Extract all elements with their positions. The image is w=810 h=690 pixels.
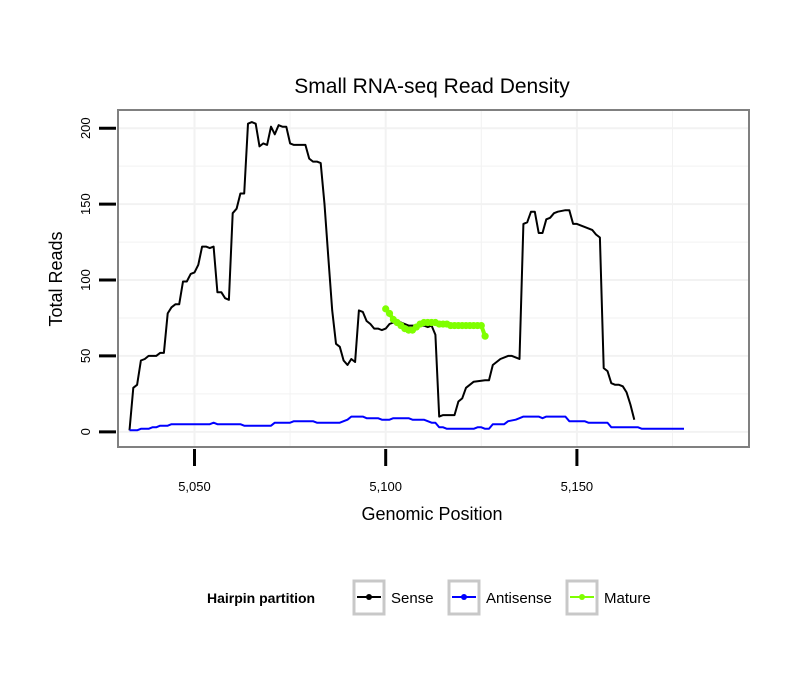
y-tick-label: 100 xyxy=(78,269,93,291)
legend-item-sense: Sense xyxy=(352,579,434,616)
chart-title: Small RNA-seq Read Density xyxy=(294,75,570,98)
legend-point-mature xyxy=(579,594,585,600)
data-point-mature xyxy=(385,309,394,318)
legend-label-sense: Sense xyxy=(391,590,434,607)
legend-item-mature: Mature xyxy=(565,579,651,616)
legend-point-antisense xyxy=(461,594,467,600)
y-axis-title: Total Reads xyxy=(46,231,66,326)
x-axis-title: Genomic Position xyxy=(361,504,502,524)
x-tick-label: 5,150 xyxy=(561,479,594,494)
legend-point-sense xyxy=(366,594,372,600)
legend-title: Hairpin partition xyxy=(207,590,315,606)
series-line-antisense xyxy=(129,415,684,432)
series-line-sense xyxy=(128,121,636,431)
legend-label-antisense: Antisense xyxy=(486,590,552,607)
y-axis: 0 50 100 150 200 xyxy=(78,117,116,435)
series-layer xyxy=(128,121,684,432)
x-axis: 5,050 5,100 5,150 xyxy=(178,449,593,494)
legend-label-mature: Mature xyxy=(604,590,651,607)
y-tick-label: 150 xyxy=(78,193,93,215)
legend: Hairpin partition Sense Antisense Mature xyxy=(207,579,651,616)
data-point-mature xyxy=(481,332,489,340)
y-tick-label: 50 xyxy=(78,349,93,363)
data-point-mature xyxy=(477,321,485,330)
x-tick-label: 5,100 xyxy=(369,479,402,494)
panel-border xyxy=(117,109,750,448)
y-tick-label: 200 xyxy=(78,117,93,139)
plot-panel xyxy=(118,110,749,447)
x-tick-label: 5,050 xyxy=(178,479,211,494)
legend-item-antisense: Antisense xyxy=(447,579,552,616)
y-tick-label: 0 xyxy=(78,428,93,435)
grid-lines xyxy=(118,110,749,447)
